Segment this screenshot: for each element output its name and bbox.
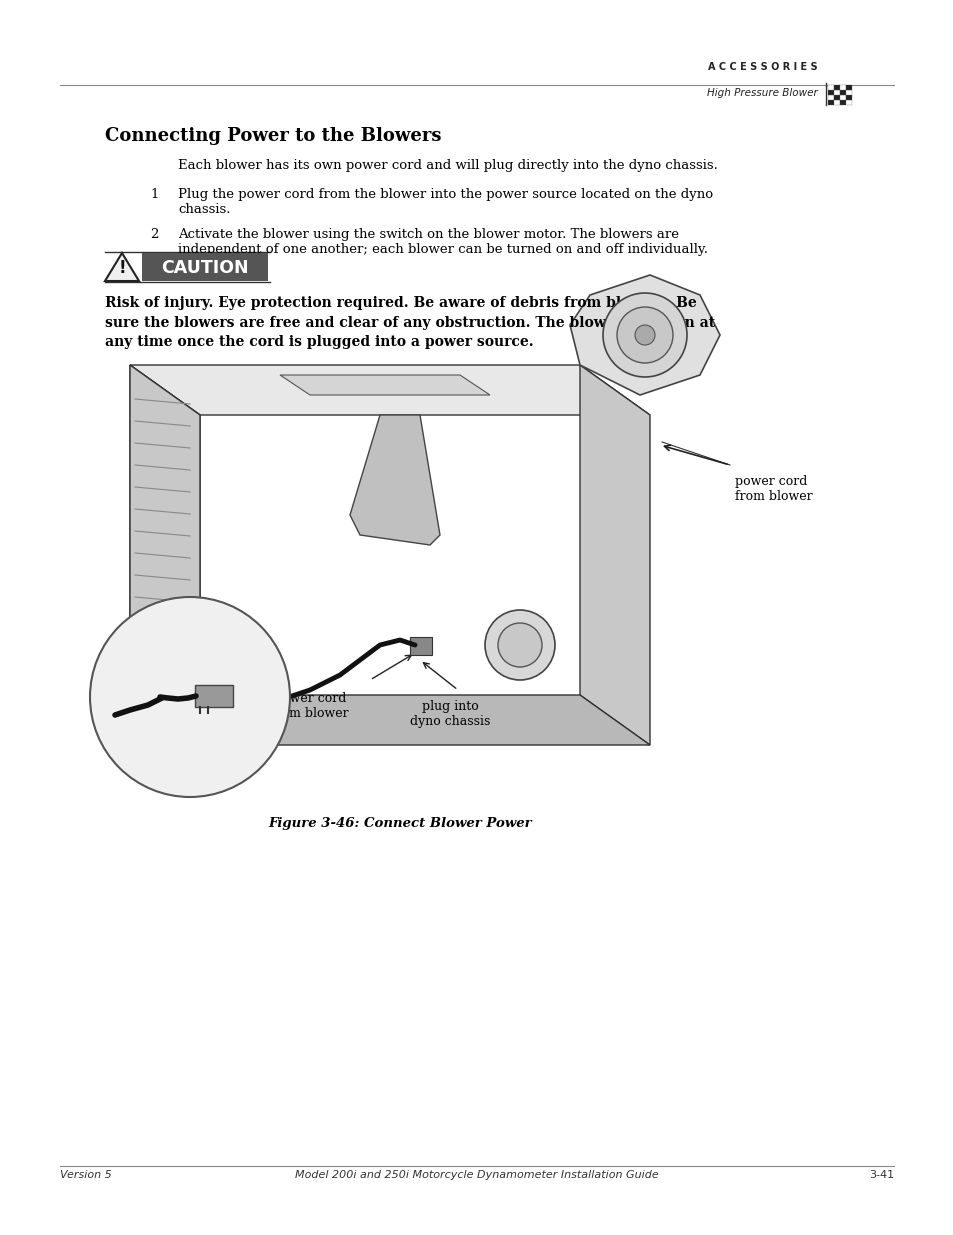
Polygon shape [130,366,649,415]
Bar [827,95,833,100]
Circle shape [617,308,672,363]
Polygon shape [105,253,139,282]
Text: Plug the power cord from the blower into the power source located on the dyno
ch: Plug the power cord from the blower into… [178,188,713,216]
Text: A C C E S S O R I E S: A C C E S S O R I E S [708,62,817,72]
Text: power cord
from blower: power cord from blower [271,692,349,720]
Bar [827,100,833,105]
Circle shape [602,293,686,377]
Bar [845,90,851,95]
Text: Each blower has its own power cord and will plug directly into the dyno chassis.: Each blower has its own power cord and w… [178,159,717,172]
Bar [194,685,233,706]
Text: Connecting Power to the Blowers: Connecting Power to the Blowers [105,127,441,144]
Text: plug into
dyno chassis: plug into dyno chassis [410,700,490,727]
Text: High Pressure Blower: High Pressure Blower [706,88,817,98]
Circle shape [635,325,655,345]
Bar [827,85,833,90]
Text: Version 5: Version 5 [60,1170,112,1179]
Text: 1: 1 [150,188,158,201]
Bar [833,95,840,100]
Text: 2: 2 [150,228,158,241]
Circle shape [90,597,290,797]
Bar [827,90,833,95]
Text: Model 200i and 250i Motorcycle Dynamometer Installation Guide: Model 200i and 250i Motorcycle Dynamomet… [294,1170,659,1179]
Circle shape [497,622,541,667]
Bar [833,100,840,105]
Polygon shape [130,366,200,745]
Polygon shape [569,275,720,395]
Bar [840,100,845,105]
Text: 3-41: 3-41 [868,1170,893,1179]
Bar [845,95,851,100]
Polygon shape [130,695,649,745]
Bar [840,85,845,90]
Text: Risk of injury. Eye protection required. Be aware of debris from blowers. Be
sur: Risk of injury. Eye protection required.… [105,296,715,350]
Polygon shape [130,366,200,745]
Text: Figure 3-46: Connect Blower Power: Figure 3-46: Connect Blower Power [268,818,531,830]
Text: Activate the blower using the switch on the blower motor. The blowers are
indepe: Activate the blower using the switch on … [178,228,707,256]
Bar [142,253,268,282]
Bar [840,90,845,95]
Circle shape [484,610,555,680]
Polygon shape [579,366,649,745]
Bar [845,100,851,105]
Bar [410,637,432,655]
Bar [833,85,840,90]
Text: !: ! [118,259,126,277]
Text: power cord
from blower: power cord from blower [734,475,812,503]
Text: CAUTION: CAUTION [161,259,249,277]
Polygon shape [350,415,439,545]
Text: H8204: H8204 [194,716,222,725]
Bar [840,95,845,100]
Polygon shape [280,375,490,395]
Bar [833,90,840,95]
Bar [845,85,851,90]
